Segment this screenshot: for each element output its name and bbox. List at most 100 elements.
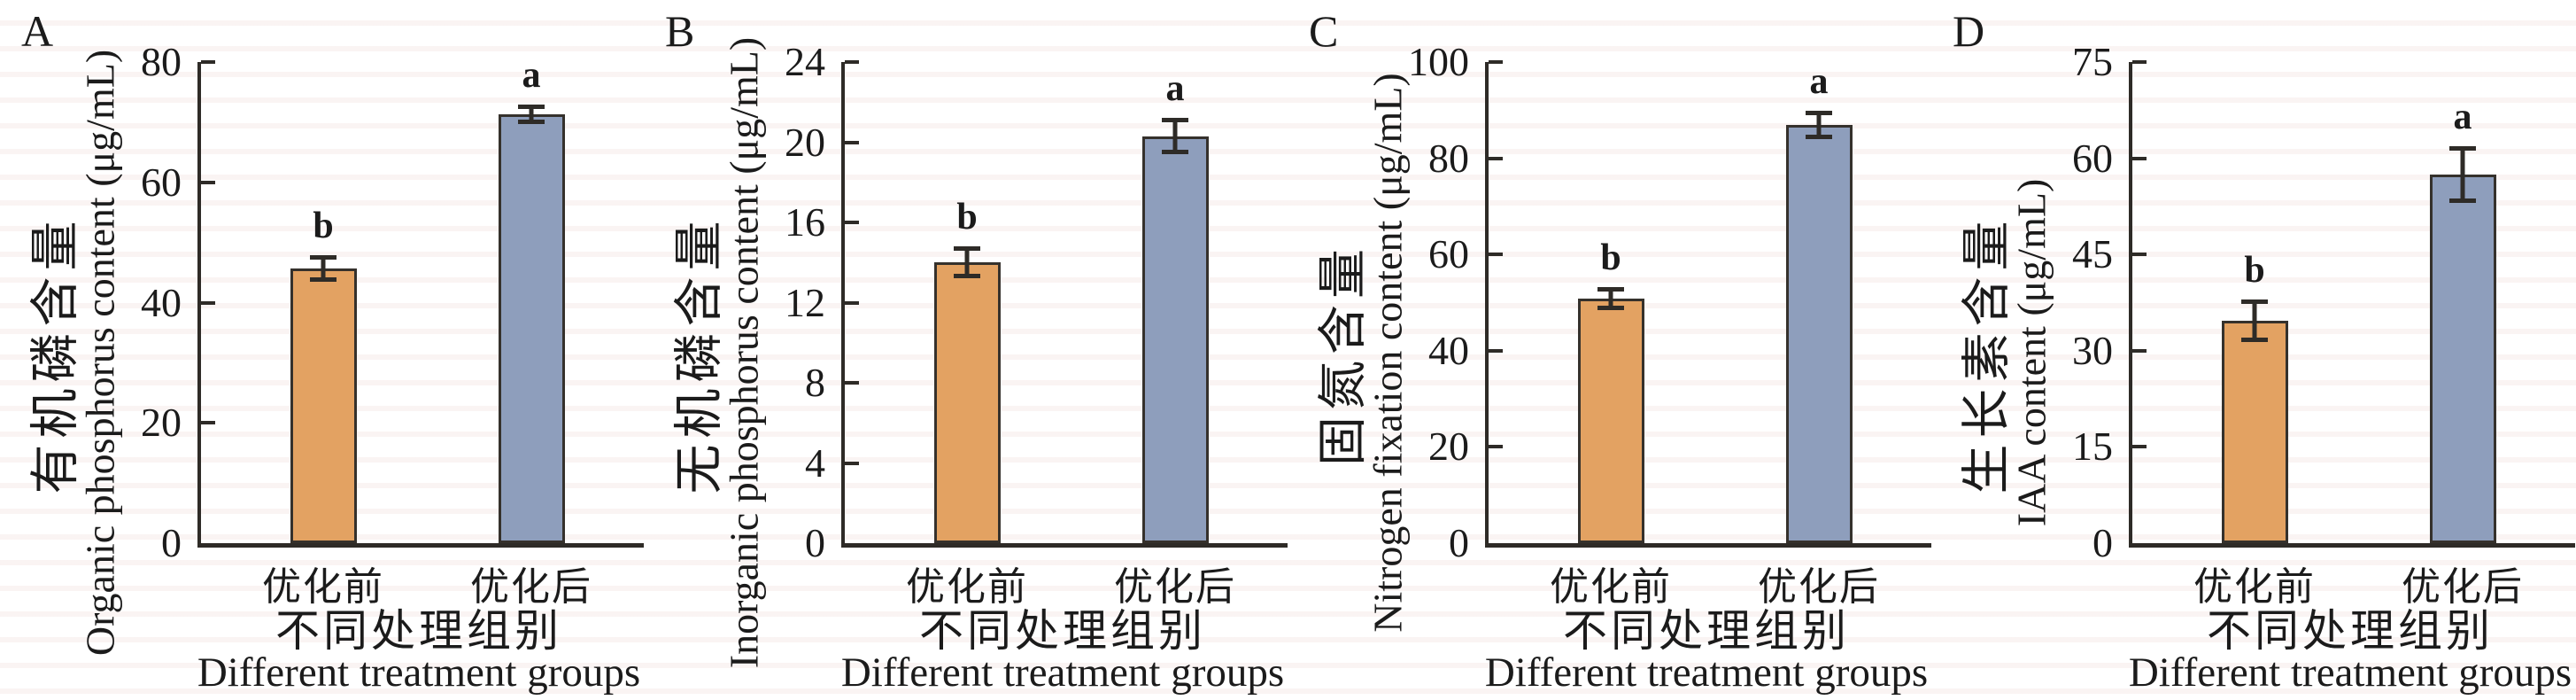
- bar-after-optimization: [2429, 174, 2496, 543]
- significance-letter: b: [956, 197, 978, 238]
- significance-letter: b: [313, 205, 334, 246]
- error-bar: [954, 246, 980, 279]
- error-bar-cap: [518, 119, 545, 124]
- y-axis-tick-labels: 0 20 40 60 80 100: [1288, 42, 1469, 564]
- y-tick-mark: [845, 221, 859, 224]
- significance-letter: a: [1809, 60, 1829, 102]
- error-bar: [2449, 145, 2476, 203]
- error-bar-cap: [1597, 287, 1624, 292]
- y-tick-label: 0: [161, 520, 182, 565]
- panel-letter: D: [1953, 6, 1986, 56]
- error-bar-cap: [1597, 306, 1624, 311]
- error-bar: [1806, 110, 1832, 140]
- x-tick-label: 优化后: [1758, 565, 1880, 609]
- bar-after-optimization: [498, 114, 565, 543]
- error-bar: [1597, 287, 1624, 311]
- y-tick-label: 80: [141, 39, 182, 84]
- y-tick-label: 24: [785, 39, 825, 84]
- y-tick-mark: [845, 461, 859, 465]
- y-tick-mark: [2132, 445, 2147, 449]
- error-bar-cap: [518, 105, 545, 110]
- error-bar: [518, 105, 545, 124]
- y-tick-label: 0: [2093, 520, 2113, 565]
- y-tick-label: 60: [141, 159, 182, 205]
- x-tick-label: 优化前: [2193, 565, 2316, 609]
- plot-area: b 优化前 a 优化后: [2129, 60, 2575, 609]
- y-tick-label: 30: [2072, 327, 2113, 373]
- error-bar-cap: [310, 254, 337, 260]
- error-bar: [2241, 299, 2268, 342]
- y-tick-label: 20: [1428, 424, 1469, 470]
- panel-b-inorganic-phosphorus: B 无机磷含量 Inorganic phosphorus content (μg…: [644, 0, 1288, 700]
- y-tick-label: 100: [1408, 39, 1469, 84]
- error-bar-line: [2252, 299, 2257, 342]
- y-tick-label: 0: [805, 520, 825, 565]
- y-tick-mark: [845, 381, 859, 385]
- error-bar-cap: [954, 246, 980, 252]
- y-tick-label: 60: [2072, 135, 2113, 181]
- error-bar-line: [1172, 118, 1178, 155]
- x-axis-label-chinese: 不同处理组别: [275, 606, 562, 656]
- y-tick-label: 40: [1428, 327, 1469, 373]
- x-axis-label-english: Different treatment groups: [1484, 649, 1929, 696]
- y-tick-mark: [845, 300, 859, 305]
- y-tick-label: 0: [1449, 520, 1469, 565]
- error-bar-cap: [1162, 150, 1188, 155]
- y-tick-mark: [1489, 348, 1503, 353]
- y-tick-label: 40: [141, 279, 182, 325]
- y-tick-mark: [1489, 253, 1503, 257]
- bar-after-optimization: [1785, 125, 1853, 543]
- panel-letter: B: [665, 6, 696, 56]
- error-bar-cap: [1806, 135, 1832, 140]
- error-bar-cap: [1806, 110, 1832, 115]
- bar-after-optimization: [1141, 136, 1209, 543]
- x-axis-label-english: Different treatment groups: [197, 649, 641, 696]
- error-bar: [1162, 118, 1188, 155]
- x-axis-label-english: Different treatment groups: [2128, 649, 2572, 696]
- y-tick-label: 20: [785, 119, 825, 165]
- y-tick-mark: [2132, 60, 2147, 64]
- y-axis-tick-labels: 0 15 30 45 60 75: [1931, 42, 2113, 564]
- significance-letter: a: [2453, 96, 2472, 137]
- x-tick-label: 优化前: [1550, 565, 1672, 609]
- error-bar-line: [964, 246, 970, 279]
- y-tick-mark: [201, 60, 215, 64]
- y-tick-label: 4: [805, 439, 825, 486]
- y-tick-mark: [1489, 60, 1503, 64]
- x-tick-label: 优化后: [470, 565, 592, 609]
- y-tick-label: 80: [1428, 135, 1469, 181]
- error-bar-cap: [1162, 118, 1188, 123]
- y-tick-label: 12: [785, 279, 825, 325]
- x-axis-label-chinese: 不同处理组别: [1563, 606, 1850, 656]
- y-axis-tick-labels: 0 20 40 60 80: [0, 42, 182, 564]
- panel-a-organic-phosphorus: A 有机磷含量 Organic phosphorus content (μg/m…: [0, 0, 644, 700]
- y-tick-label: 16: [785, 199, 825, 245]
- y-tick-label: 60: [1428, 231, 1469, 277]
- error-bar-cap: [310, 276, 337, 282]
- y-tick-label: 15: [2072, 424, 2113, 470]
- significance-letter: b: [2244, 249, 2265, 291]
- y-tick-mark: [201, 180, 215, 184]
- bar-before-optimization: [1577, 299, 1644, 543]
- panel-d-iaa-content: D 生长素含量 IAA content (μg/mL) 0 15 30 45 60 75 …: [1931, 0, 2575, 700]
- bar-before-optimization: [933, 262, 1001, 543]
- y-tick-mark: [1489, 156, 1503, 160]
- y-tick-mark: [201, 300, 215, 305]
- y-tick-mark: [2132, 348, 2147, 353]
- y-tick-mark: [845, 140, 859, 144]
- y-tick-label: 8: [805, 360, 825, 405]
- error-bar-cap: [2241, 337, 2268, 342]
- significance-letter: a: [522, 55, 541, 97]
- plot-area: b 优化前 a 优化后: [197, 57, 644, 609]
- y-tick-label: 45: [2072, 231, 2113, 277]
- error-bar-line: [2460, 145, 2465, 203]
- y-tick-mark: [1489, 445, 1503, 449]
- y-tick-mark: [2132, 156, 2147, 160]
- plot-area: b 优化前 a 优化后: [841, 60, 1288, 609]
- x-tick-label: 优化前: [906, 565, 1028, 609]
- y-tick-label: 75: [2072, 39, 2113, 84]
- panel-letter: A: [21, 6, 55, 56]
- x-axis-label-english: Different treatment groups: [840, 649, 1285, 696]
- x-tick-label: 优化后: [1114, 565, 1236, 609]
- bar-before-optimization: [290, 268, 357, 543]
